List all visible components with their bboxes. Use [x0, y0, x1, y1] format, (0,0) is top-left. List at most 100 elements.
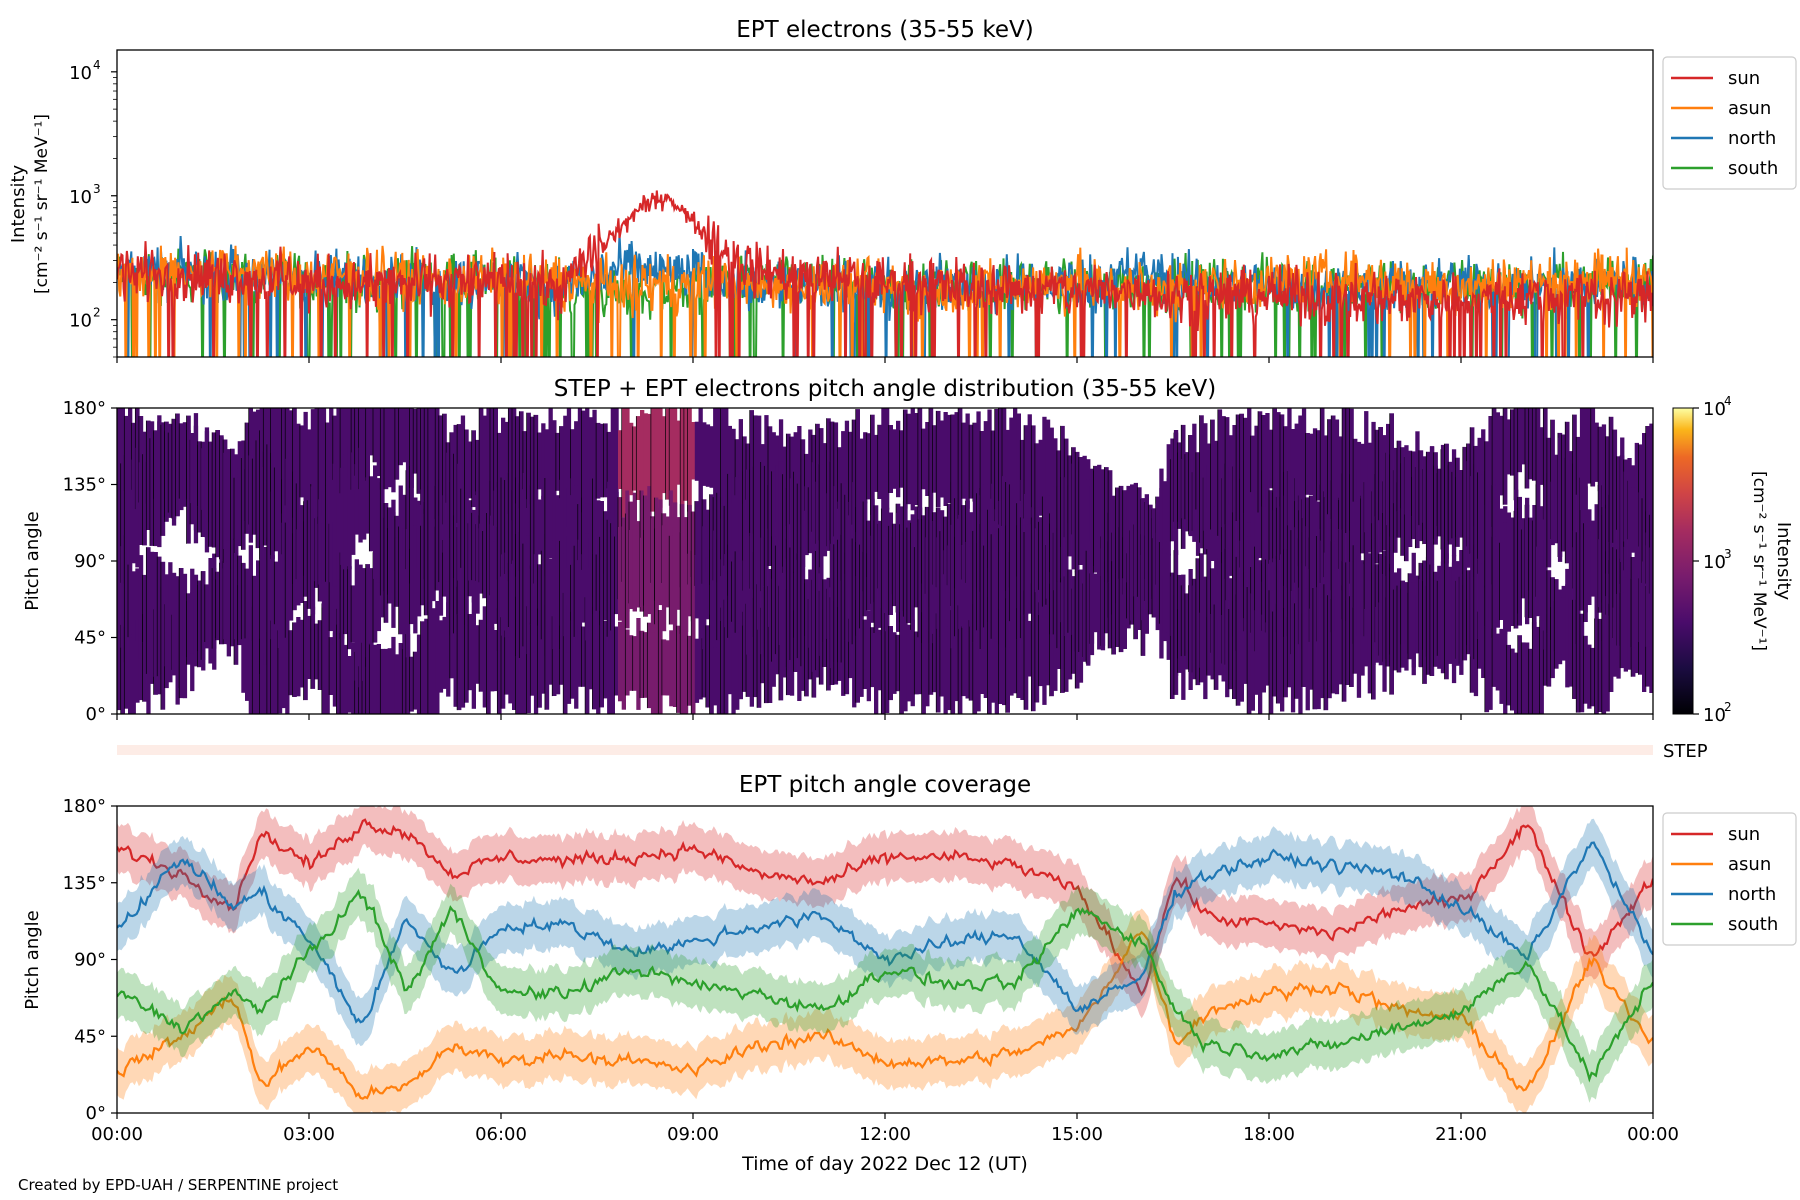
pad-cell-south: [212, 568, 217, 649]
pad-cell-asun: [1649, 589, 1653, 693]
coverage-line-south: [117, 888, 1653, 1083]
pad-cell-asun: [614, 626, 619, 696]
pad-cell-south: [1331, 599, 1336, 694]
pad-cell-south: [1371, 572, 1376, 700]
pad-cell-south: [1554, 579, 1559, 652]
pad-cell-sun: [438, 415, 444, 516]
pad-cell-north: [782, 474, 787, 573]
pad-cell-sun: [994, 409, 999, 521]
pad-cell-sun: [1353, 478, 1358, 577]
pad-cell-south: [998, 528, 1003, 645]
pad-cell-sun: [427, 408, 433, 517]
pad-cell-asun: [566, 605, 572, 704]
pad-cell-south: [1086, 479, 1091, 551]
pad-cell-south: [124, 535, 129, 663]
pad-cell-asun: [987, 597, 992, 714]
pad-cell-asun: [665, 640, 670, 696]
pad-cell-south: [694, 555, 700, 619]
pad-cell-sun: [665, 408, 670, 500]
pad-cell-sun: [303, 411, 308, 516]
pad-cell-south: [219, 562, 224, 645]
pad-cell-south: [592, 553, 597, 615]
pad-cell-sun: [420, 408, 425, 505]
pad-cell-south: [288, 531, 294, 621]
pad-cell-north: [1298, 415, 1303, 511]
pad-cell-asun: [698, 639, 703, 700]
pad-cell-asun: [643, 632, 648, 698]
pad-cell-north: [727, 473, 732, 596]
pad-cell-north: [1488, 501, 1493, 563]
pad-cell-south: [405, 529, 411, 658]
pad-cell-north: [157, 421, 162, 548]
pad-cell-sun: [373, 408, 378, 463]
pad-cell-sun: [314, 408, 319, 523]
pad-cell-asun: [676, 625, 681, 713]
pad-cell-north: [373, 552, 378, 643]
pad-cell-south: [391, 499, 396, 628]
pad-cell-north: [343, 569, 348, 635]
pad-cell-south: [636, 535, 641, 608]
pad-cell-asun: [464, 598, 469, 703]
pad-cell-sun: [698, 408, 703, 517]
pad-cell-sun: [1236, 469, 1241, 576]
pad-cell-south: [1013, 544, 1018, 628]
pad-cell-sun: [804, 453, 809, 511]
pad-cell-north: [146, 461, 151, 530]
pad-cell-asun: [599, 610, 604, 708]
pad-cell-asun: [742, 611, 747, 692]
pad-cell-north: [1199, 415, 1204, 543]
pad-cell-north: [1258, 411, 1263, 513]
pad-cell-south: [1525, 497, 1530, 625]
pad-cell-sun: [522, 431, 528, 490]
pad-cell-south: [1301, 613, 1307, 687]
pad-cell-north: [1386, 423, 1391, 526]
pad-cell-south: [1075, 451, 1080, 573]
pad-cell-north: [844, 494, 850, 574]
pad-cell-asun: [1598, 539, 1603, 608]
pad-cell-south: [504, 552, 509, 638]
pad-cell-asun: [1576, 532, 1581, 645]
pad-cell-south: [398, 526, 403, 635]
pad-cell-north: [1473, 463, 1479, 577]
pad-cell-sun: [980, 431, 985, 496]
pad-cell-south: [193, 574, 199, 667]
pad-cell-south: [789, 547, 795, 661]
pad-cell-north: [117, 484, 122, 570]
pad-cell-south: [1444, 553, 1449, 680]
pad-cell-north: [230, 459, 235, 557]
credit-text: Created by EPD-UAH / SERPENTINE project: [18, 1176, 339, 1194]
pad-cell-sun: [512, 408, 517, 521]
pad-cell-sun: [629, 422, 634, 496]
pad-cell-asun: [435, 601, 440, 714]
pad-cell-sun: [1367, 490, 1372, 553]
pad-cell-north: [866, 520, 871, 577]
pad-cell-sun: [1276, 496, 1281, 560]
pad-cell-sun: [340, 408, 345, 494]
panel3-title: EPT pitch angle coverage: [739, 772, 1031, 798]
pad-cell-asun: [307, 615, 312, 679]
pad-cell-north: [128, 465, 133, 566]
pad-cell-sun: [1331, 480, 1336, 591]
pad-cell-south: [501, 554, 506, 636]
pad-cell-south: [1276, 603, 1281, 704]
pad-cell-south: [852, 538, 857, 645]
pad-cell-sun: [274, 408, 279, 495]
pad-cell-north: [336, 554, 341, 625]
pad-cell-north: [1254, 425, 1259, 500]
pad-cell-south: [541, 550, 546, 640]
y-tick-label: 180°: [63, 796, 106, 817]
pad-cell-south: [1499, 542, 1504, 620]
pad-cell-south: [1353, 607, 1358, 674]
pad-cell-south: [603, 539, 608, 621]
pad-cell-north: [1594, 422, 1599, 482]
pad-cell-south: [1437, 580, 1442, 656]
pad-cell-south: [987, 550, 992, 623]
pad-cell-south: [559, 540, 564, 650]
pad-cell-south: [731, 561, 736, 622]
pad-cell-sun: [281, 408, 286, 514]
x-tick-label: 00:00: [91, 1124, 143, 1145]
pad-cell-asun: [768, 586, 773, 703]
pad-cell-sun: [256, 409, 261, 469]
pad-cell-asun: [683, 613, 689, 714]
pad-cell-asun: [983, 618, 988, 698]
